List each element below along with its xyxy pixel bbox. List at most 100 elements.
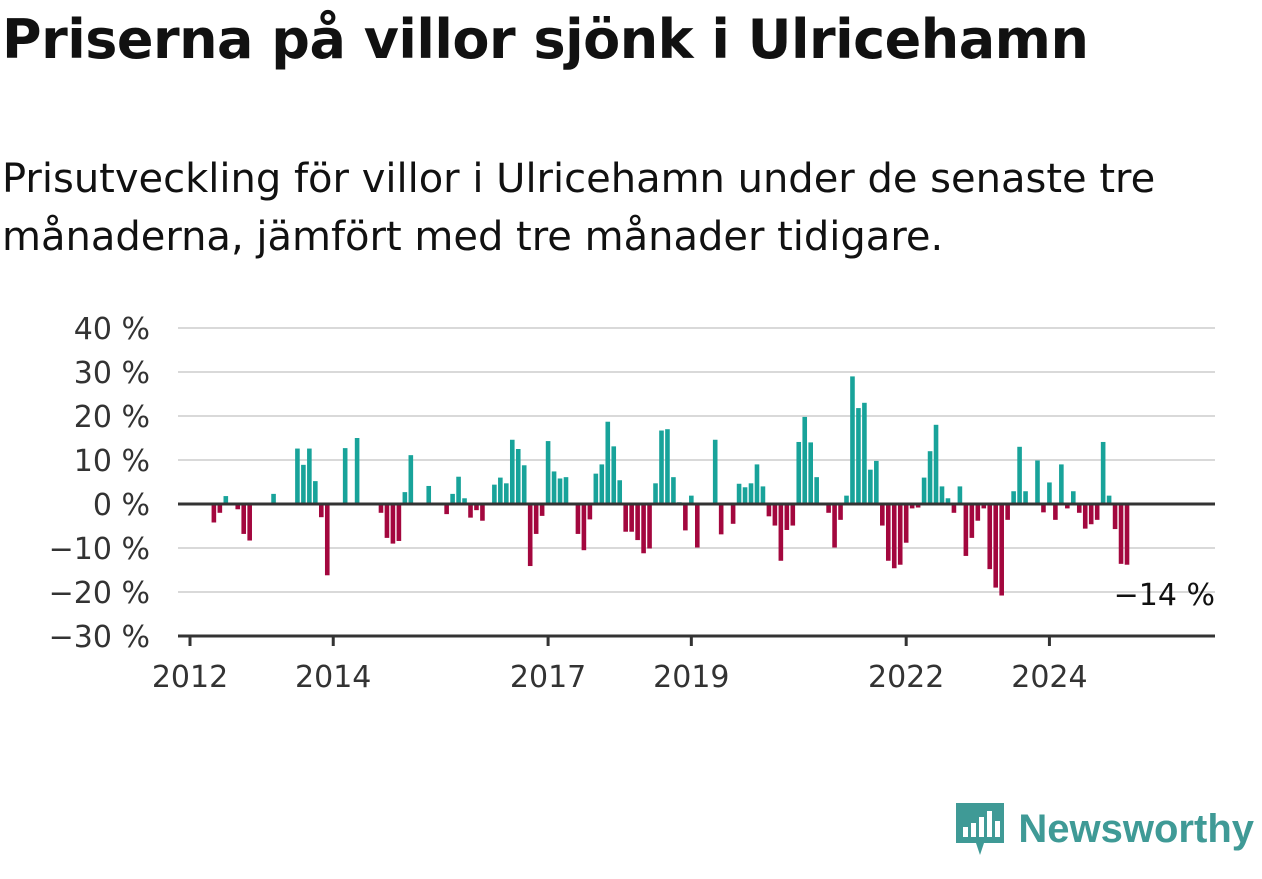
- bar: [1118, 504, 1124, 564]
- bar: [354, 438, 360, 504]
- x-tick-label: 2014: [295, 660, 371, 695]
- bar: [450, 493, 455, 504]
- bar: [1100, 441, 1106, 504]
- bar: [480, 504, 485, 521]
- bar: [533, 504, 539, 534]
- bar: [444, 504, 449, 515]
- bar: [587, 504, 593, 520]
- x-tick-label: 2012: [152, 660, 228, 695]
- bar: [838, 504, 843, 520]
- x-tick-label: 2019: [653, 660, 729, 695]
- bar: [307, 448, 312, 504]
- bar: [617, 480, 623, 504]
- bar: [563, 477, 569, 504]
- y-tick-label: 40 %: [74, 312, 150, 347]
- bar: [1070, 491, 1076, 504]
- bar: [456, 476, 461, 504]
- bar: [342, 448, 348, 504]
- bar: [629, 504, 634, 532]
- brand-name: Newsworthy: [1018, 806, 1254, 851]
- bar: [957, 486, 963, 504]
- bar: [426, 485, 432, 504]
- bar: [748, 483, 754, 504]
- bar: [223, 496, 229, 504]
- bar: [939, 486, 945, 504]
- bar: [623, 504, 628, 532]
- y-tick-label: 20 %: [74, 400, 150, 435]
- chart-subtitle: Prisutveckling för villor i Ulricehamn u…: [2, 156, 1156, 260]
- bar: [635, 504, 640, 541]
- bar: [515, 449, 521, 504]
- bar: [593, 473, 599, 504]
- bar: [641, 504, 646, 554]
- last-value-label: −14 %: [1114, 578, 1215, 613]
- bar: [527, 504, 533, 567]
- bar: [814, 477, 819, 504]
- bar: [539, 504, 545, 516]
- bar: [659, 430, 664, 504]
- bar: [211, 504, 217, 523]
- bar: [498, 477, 503, 504]
- bar: [611, 446, 617, 504]
- bar: [945, 498, 951, 504]
- bar: [969, 504, 975, 538]
- bar: [766, 504, 772, 517]
- bar: [951, 504, 957, 513]
- bar: [754, 464, 760, 504]
- newsworthy-logo-icon: [956, 803, 1005, 855]
- bar: [862, 402, 867, 504]
- bar: [235, 504, 241, 510]
- x-tick-label: 2024: [1011, 660, 1087, 695]
- bar: [736, 483, 742, 504]
- bar: [492, 484, 497, 504]
- newsworthy-brand: Newsworthy: [954, 801, 1254, 857]
- bar: [217, 504, 223, 513]
- bar: [1035, 460, 1040, 504]
- bar: [504, 483, 509, 504]
- y-tick-label: 10 %: [74, 444, 150, 479]
- bar: [832, 504, 837, 548]
- bar: [790, 504, 796, 526]
- bar: [241, 504, 247, 534]
- bar: [921, 477, 927, 504]
- chart-title: Priserna på villor sjönk i Ulricehamn: [2, 8, 1089, 71]
- bar: [778, 504, 784, 561]
- bar: [730, 504, 736, 524]
- bar: [1041, 504, 1046, 513]
- bar: [581, 504, 587, 551]
- bar: [575, 504, 581, 534]
- bar: [856, 408, 861, 504]
- bar: [880, 504, 885, 526]
- bar: [1065, 504, 1070, 509]
- bar: [1059, 464, 1064, 504]
- bar: [462, 498, 467, 504]
- bar: [653, 483, 658, 504]
- bar: [396, 504, 402, 541]
- bar: [313, 481, 318, 504]
- bar: [545, 441, 551, 504]
- bar: [891, 504, 897, 569]
- bar: [885, 504, 891, 561]
- bar: [1088, 504, 1094, 525]
- bar: [1011, 491, 1016, 504]
- x-tick-label: 2022: [868, 660, 944, 695]
- bar: [718, 504, 724, 535]
- bar: [271, 493, 276, 504]
- bar: [1094, 504, 1100, 520]
- bar: [933, 424, 939, 504]
- bar: [897, 504, 903, 565]
- y-tick-label: −20 %: [49, 576, 150, 611]
- bar-chart: 40 % 30 % 20 % 10 % 0 % −10 % −20 % −30 %2012 20…: [49, 312, 1215, 695]
- bar: [402, 492, 408, 504]
- bar: [551, 471, 557, 504]
- bar: [712, 439, 718, 504]
- bar: [909, 504, 915, 509]
- bar: [850, 376, 855, 504]
- bar: [874, 460, 879, 504]
- bar: [1076, 504, 1082, 513]
- bar: [694, 504, 700, 548]
- bar: [826, 504, 831, 513]
- bar: [599, 464, 605, 504]
- bar: [993, 504, 999, 588]
- bar: [844, 495, 849, 504]
